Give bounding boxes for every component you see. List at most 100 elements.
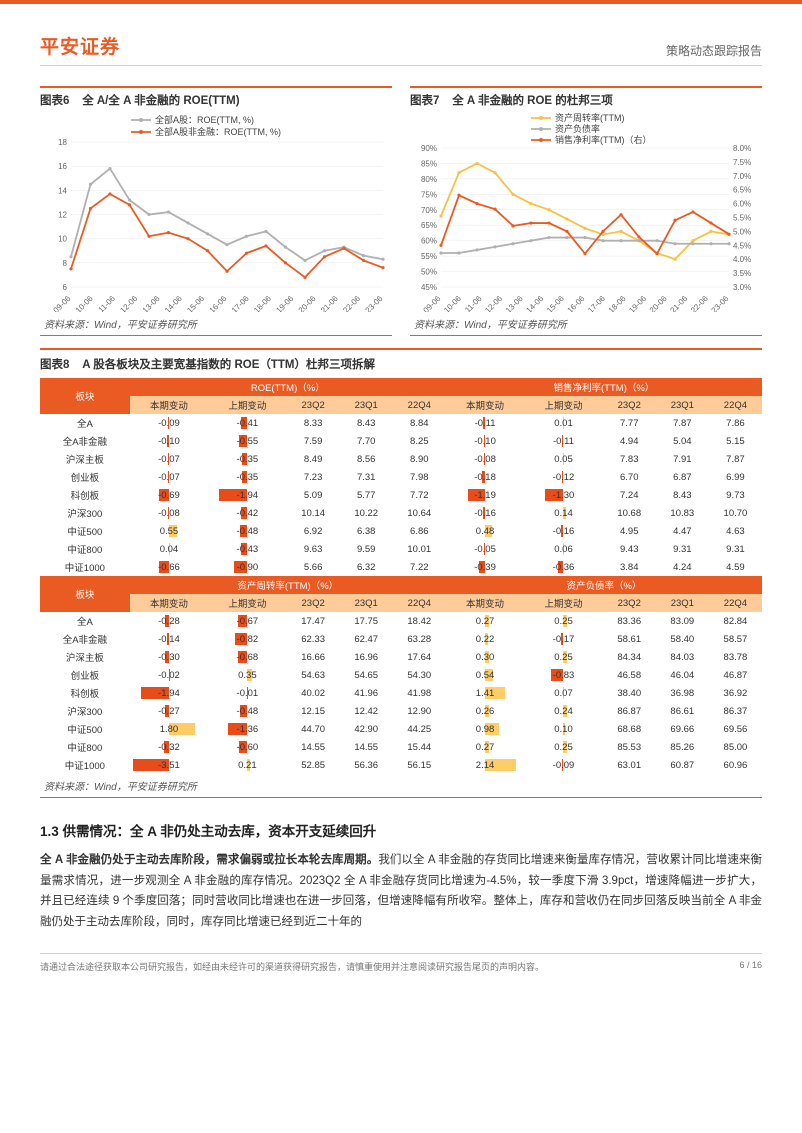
svg-text:21-06: 21-06 (319, 294, 340, 312)
svg-text:17-06: 17-06 (230, 294, 251, 312)
svg-text:14: 14 (58, 186, 67, 195)
svg-text:21-06: 21-06 (668, 294, 689, 312)
svg-text:6: 6 (63, 283, 68, 292)
chart-6: 6 8 10 12 14 16 18 09-0610-0611-0612-0613-0614-… (40, 112, 392, 312)
svg-text:15-06: 15-06 (545, 294, 566, 312)
svg-text:22-06: 22-06 (689, 294, 710, 312)
table-row: 全A-0.28-0.6717.4717.7518.420.270.2583.36… (40, 612, 762, 630)
svg-text:55%: 55% (421, 252, 437, 261)
svg-text:6.0%: 6.0% (733, 200, 751, 209)
table-8-title: 图表8 A 股各板块及主要宽基指数的 ROE（TTM）杜邦三项拆解 (40, 348, 762, 378)
chart-7-source: 资料来源：Wind，平安证券研究所 (410, 312, 762, 336)
table-8: 板块ROE(TTM)（%）销售净利率(TTM)（%）本期变动上期变动23Q223… (40, 378, 762, 774)
chart-6-title: 图表6 全 A/全 A 非金融的 ROE(TTM) (40, 86, 392, 112)
svg-text:3.0%: 3.0% (733, 283, 751, 292)
svg-text:18-06: 18-06 (252, 294, 273, 312)
table-row: 中证8000.04-0.439.639.5910.01-0.050.069.43… (40, 540, 762, 558)
svg-text:60%: 60% (421, 237, 437, 246)
svg-text:20-06: 20-06 (297, 294, 318, 312)
svg-text:11-06: 11-06 (463, 294, 484, 312)
svg-text:11-06: 11-06 (97, 294, 118, 312)
table-row: 沪深300-0.27-0.4812.1512.4212.900.260.2486… (40, 702, 762, 720)
table-row: 中证1000-0.66-0.905.666.327.22-0.39-0.363.… (40, 558, 762, 576)
table-row: 中证5001.80-1.3644.7042.9044.250.980.1068.… (40, 720, 762, 738)
svg-text:12-06: 12-06 (483, 294, 504, 312)
svg-text:资产负债率: 资产负债率 (555, 123, 600, 134)
svg-text:5.5%: 5.5% (733, 214, 751, 223)
svg-text:65%: 65% (421, 221, 437, 230)
table-row: 科创板-0.69-1.945.095.777.72-1.19-1.307.248… (40, 486, 762, 504)
chart-6-block: 图表6 全 A/全 A 非金融的 ROE(TTM) 6 8 10 12 14 16 18 09… (40, 86, 392, 336)
svg-text:6.5%: 6.5% (733, 186, 751, 195)
section-heading: 1.3 供需情况：全 A 非仍处主动去库，资本开支延续回升 (40, 820, 762, 840)
svg-text:09-06: 09-06 (422, 294, 443, 312)
svg-text:85%: 85% (421, 159, 437, 168)
table-row: 中证1000-3.510.2152.8556.3656.152.14-0.096… (40, 756, 762, 774)
chart-7-block: 图表7 全 A 非金融的 ROE 的杜邦三项 45%50%55%60%65%70… (410, 86, 762, 336)
svg-text:4.0%: 4.0% (733, 255, 751, 264)
page-number: 6 / 16 (739, 960, 762, 973)
svg-text:80%: 80% (421, 175, 437, 184)
table-row: 沪深主板-0.30-0.6816.6616.9617.640.300.2584.… (40, 648, 762, 666)
table-row: 全A非金融-0.10-0.557.597.708.25-0.10-0.114.9… (40, 432, 762, 450)
svg-text:8: 8 (63, 259, 68, 268)
body-paragraph: 全 A 非金融仍处于主动去库阶段，需求偏弱或拉长本轮去库周期。我们以全 A 非金… (40, 850, 762, 933)
page-footer: 请通过合法途径获取本公司研究报告，如经由未经许可的渠道获得研究报告，请慎重使用并… (40, 953, 762, 973)
svg-text:资产周转率(TTM): 资产周转率(TTM) (555, 112, 625, 123)
svg-text:23-06: 23-06 (364, 294, 385, 312)
svg-text:16-06: 16-06 (208, 294, 229, 312)
svg-text:7.5%: 7.5% (733, 158, 751, 167)
svg-text:销售净利率(TTM)（右）: 销售净利率(TTM)（右） (555, 134, 652, 145)
report-type: 策略动态跟踪报告 (666, 42, 762, 59)
table-8-source: 资料来源：Wind，平安证券研究所 (40, 774, 762, 798)
svg-text:17-06: 17-06 (586, 294, 607, 312)
svg-text:09-06: 09-06 (52, 294, 73, 312)
brand-name: 平安证券 (40, 32, 120, 59)
svg-text:18: 18 (58, 138, 67, 147)
svg-text:10-06: 10-06 (74, 294, 95, 312)
table-row: 中证800-0.32-0.6014.5514.5515.440.270.2585… (40, 738, 762, 756)
svg-text:23-06: 23-06 (710, 294, 731, 312)
svg-text:15-06: 15-06 (185, 294, 206, 312)
table-row: 全A-0.09-0.418.338.438.84-0.110.017.777.8… (40, 414, 762, 432)
svg-text:14-06: 14-06 (524, 294, 545, 312)
chart-row: 图表6 全 A/全 A 非金融的 ROE(TTM) 6 8 10 12 14 16 18 09… (40, 86, 762, 336)
svg-text:12: 12 (58, 211, 67, 220)
table-row: 全A非金融-0.14-0.8262.3362.4763.280.22-0.175… (40, 630, 762, 648)
svg-text:90%: 90% (421, 144, 437, 153)
svg-text:13-06: 13-06 (504, 294, 525, 312)
svg-text:3.5%: 3.5% (733, 269, 751, 278)
table-row: 沪深主板-0.07-0.358.498.568.90-0.080.057.837… (40, 450, 762, 468)
table-row: 沪深300-0.08-0.4210.1410.2210.64-0.160.141… (40, 504, 762, 522)
chart-7-title: 图表7 全 A 非金融的 ROE 的杜邦三项 (410, 86, 762, 112)
svg-text:50%: 50% (421, 268, 437, 277)
svg-text:10-06: 10-06 (442, 294, 463, 312)
svg-text:19-06: 19-06 (274, 294, 295, 312)
svg-text:19-06: 19-06 (627, 294, 648, 312)
svg-text:5.0%: 5.0% (733, 227, 751, 236)
footer-disclaimer: 请通过合法途径获取本公司研究报告，如经由未经许可的渠道获得研究报告，请慎重使用并… (40, 960, 544, 973)
svg-text:14-06: 14-06 (163, 294, 184, 312)
svg-text:13-06: 13-06 (141, 294, 162, 312)
svg-text:8.0%: 8.0% (733, 144, 751, 153)
table-row: 创业板-0.020.3554.6354.6554.300.54-0.8346.5… (40, 666, 762, 684)
chart-6-source: 资料来源：Wind，平安证券研究所 (40, 312, 392, 336)
svg-text:7.0%: 7.0% (733, 172, 751, 181)
table-row: 科创板-1.94-0.0140.0241.9641.981.410.0738.4… (40, 684, 762, 702)
table-row: 创业板-0.07-0.357.237.317.98-0.18-0.126.706… (40, 468, 762, 486)
svg-text:75%: 75% (421, 190, 437, 199)
table-row: 中证5000.55-0.486.926.386.860.48-0.164.954… (40, 522, 762, 540)
page-header: 平安证券 策略动态跟踪报告 (40, 32, 762, 66)
svg-text:全部A股非金融：ROE(TTM, %): 全部A股非金融：ROE(TTM, %) (155, 126, 281, 137)
svg-text:20-06: 20-06 (648, 294, 669, 312)
svg-text:22-06: 22-06 (341, 294, 362, 312)
svg-text:16-06: 16-06 (566, 294, 587, 312)
svg-text:12-06: 12-06 (118, 294, 139, 312)
svg-text:全部A股：ROE(TTM, %): 全部A股：ROE(TTM, %) (155, 114, 254, 125)
svg-text:4.5%: 4.5% (733, 241, 751, 250)
chart-7: 45%50%55%60%65%70%75%80%85%90%3.0%3.5%4.… (410, 112, 762, 312)
svg-text:45%: 45% (421, 283, 437, 292)
svg-text:16: 16 (58, 162, 67, 171)
svg-text:10: 10 (58, 235, 67, 244)
svg-text:18-06: 18-06 (607, 294, 628, 312)
